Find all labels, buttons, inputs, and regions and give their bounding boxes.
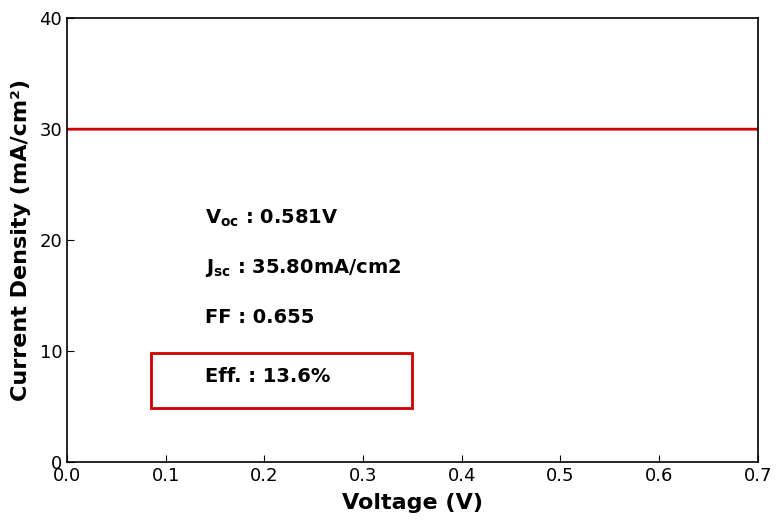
Text: V$_{\mathregular{oc}}$ : 0.581V: V$_{\mathregular{oc}}$ : 0.581V xyxy=(205,208,338,228)
FancyBboxPatch shape xyxy=(151,353,413,409)
Text: J$_{\mathregular{sc}}$ : 35.80mA/cm2: J$_{\mathregular{sc}}$ : 35.80mA/cm2 xyxy=(205,257,402,279)
Text: FF : 0.655: FF : 0.655 xyxy=(205,308,315,327)
Text: Eff. : 13.6%: Eff. : 13.6% xyxy=(205,367,330,386)
Y-axis label: Current Density (mA/cm²): Current Density (mA/cm²) xyxy=(11,79,31,401)
X-axis label: Voltage (V): Voltage (V) xyxy=(342,493,483,513)
